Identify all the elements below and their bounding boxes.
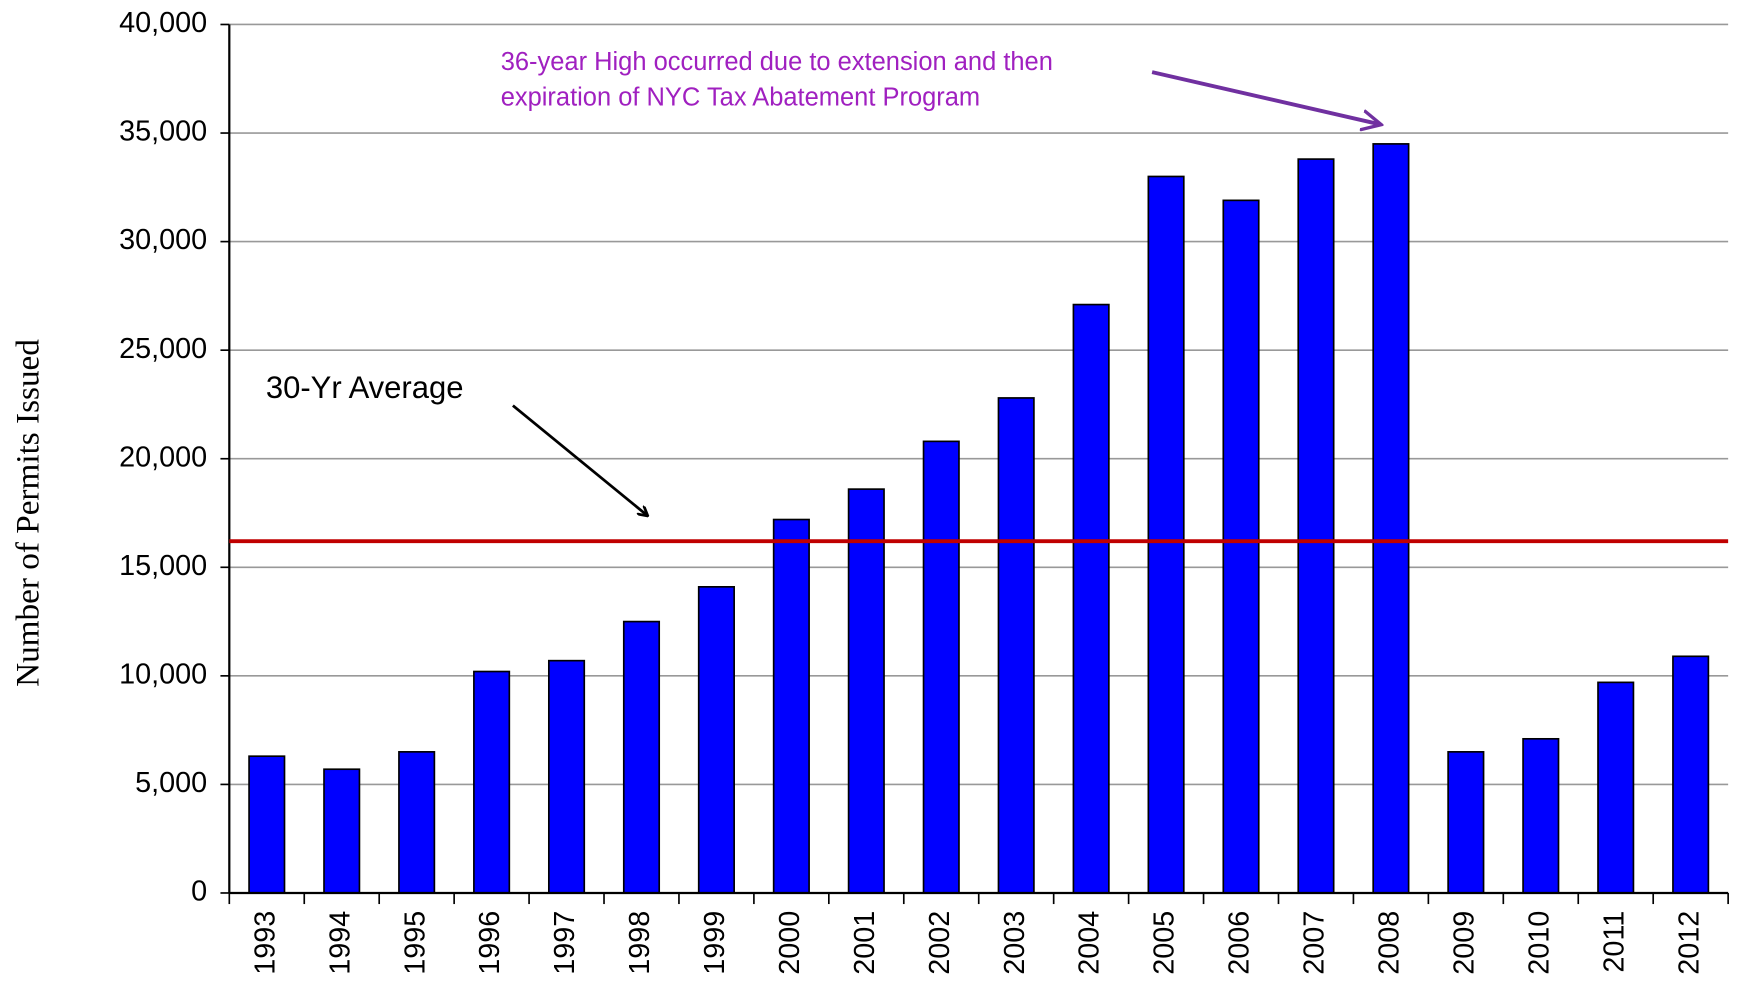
x-tick-label: 2006: [1224, 911, 1256, 975]
y-tick-label: 35,000: [119, 116, 207, 148]
y-tick-label: 40,000: [119, 7, 207, 39]
bar: [398, 751, 436, 894]
x-tick-label: 1995: [399, 911, 431, 975]
y-tick-label: 20,000: [119, 441, 207, 473]
bar: [1522, 737, 1560, 894]
x-tick-label: 1999: [699, 911, 731, 975]
bar: [547, 659, 586, 894]
x-tick-label: 2002: [924, 911, 956, 975]
x-tick-label: 2005: [1149, 911, 1181, 975]
y-tick-label: 15,000: [119, 550, 207, 582]
y-tick-label: 5,000: [135, 767, 207, 799]
bar: [847, 488, 885, 894]
y-axis-label: Number of Permits Issued: [10, 339, 47, 687]
x-tick-label: 2007: [1299, 911, 1331, 975]
x-tick-label: 1997: [549, 911, 581, 975]
bar: [1672, 655, 1710, 894]
average-arrow: [512, 404, 647, 516]
bar: [772, 518, 810, 894]
y-tick-label: 0: [191, 876, 207, 908]
y-tick-label: 30,000: [119, 224, 207, 256]
x-tick-label: 2009: [1448, 911, 1480, 975]
x-tick-label: 2003: [999, 911, 1031, 975]
x-tick-label: 2001: [849, 911, 881, 975]
bar: [248, 755, 286, 894]
x-tick-label: 1996: [474, 911, 506, 975]
x-tick-label: 1994: [324, 911, 356, 975]
x-tick-label: 2004: [1074, 911, 1106, 975]
bar: [1447, 751, 1485, 894]
bar: [697, 586, 735, 894]
x-tick-label: 2000: [774, 911, 806, 975]
bar: [1222, 199, 1260, 894]
bar: [1147, 175, 1185, 894]
x-tick-label: 2008: [1374, 911, 1406, 975]
bar: [1072, 303, 1110, 894]
annotation-text: expiration of NYC Tax Abatement Program: [501, 83, 980, 111]
annotation-text: 36-year High occurred due to extension a…: [501, 48, 1053, 76]
x-tick-label: 2010: [1523, 911, 1555, 975]
x-tick-label: 2012: [1673, 911, 1705, 975]
bar: [323, 768, 361, 894]
bar: [1372, 143, 1410, 894]
average-label: 30-Yr Average: [266, 370, 464, 405]
bar: [922, 440, 960, 894]
bar: [997, 397, 1035, 894]
y-tick-label: 25,000: [119, 333, 207, 365]
x-tick-label: 2011: [1598, 911, 1630, 973]
bar: [622, 620, 661, 894]
y-tick-label: 10,000: [119, 658, 207, 690]
grid: [229, 23, 1729, 894]
bar: [1297, 158, 1335, 894]
annotation-arrow: [1151, 70, 1379, 124]
x-tick-label: 1993: [249, 911, 281, 975]
bar: [1597, 681, 1635, 894]
x-tick-label: 1998: [624, 911, 656, 975]
bar: [473, 670, 511, 894]
